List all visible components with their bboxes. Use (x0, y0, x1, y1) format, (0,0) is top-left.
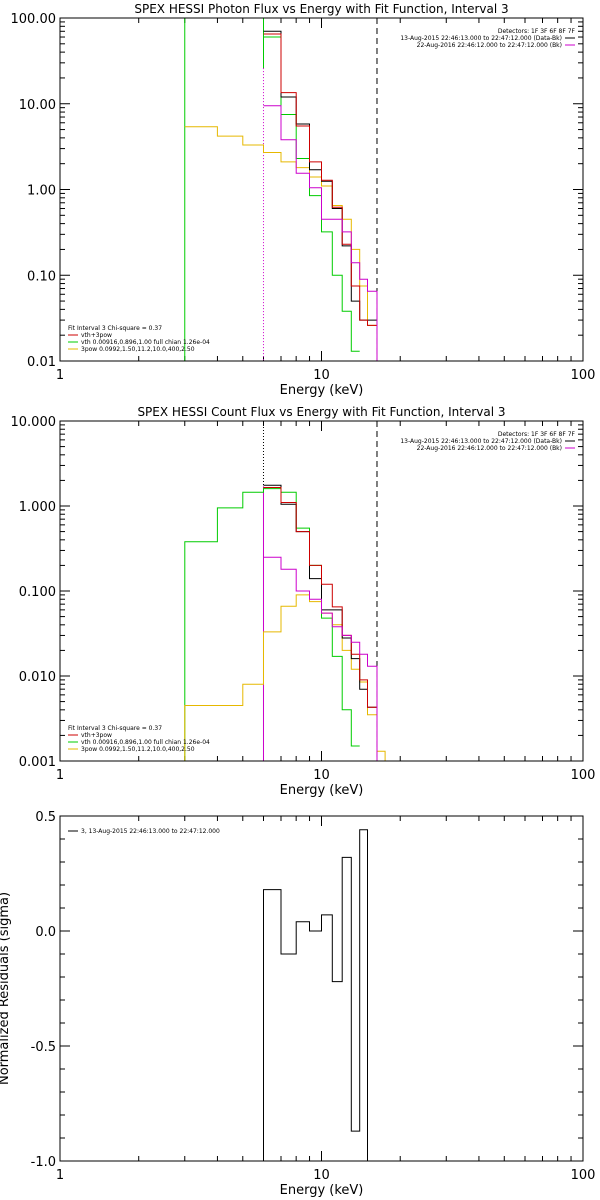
y-tick-label: 0.010 (19, 670, 56, 685)
x-tick-label: 10 (313, 1168, 330, 1183)
x-tick-label: 100 (571, 1168, 596, 1183)
y-tick-label: 0.01 (27, 355, 56, 370)
x-tick-label: 10 (313, 768, 330, 783)
legend-text: 3, 13-Aug-2015 22:46:13.000 to 22:47:12.… (81, 828, 220, 835)
plot-frame (59, 815, 584, 1162)
x-tick-label: 100 (571, 768, 596, 783)
legend-text: vth 0.00916,0.896,1.00 full chian 1.26e-… (81, 339, 210, 346)
y-tick-label: 0.001 (19, 755, 56, 770)
x-tick-label: 100 (571, 368, 596, 383)
y-tick-label: -1.0 (31, 1155, 56, 1170)
chart-title: SPEX HESSI Count Flux vs Energy with Fit… (137, 405, 505, 419)
legend-text: 22-Aug-2016 22:46:12.000 to 22:47:12.000… (417, 445, 562, 452)
x-tick-label: 1 (56, 768, 64, 783)
series-vth-3pow (263, 33, 378, 361)
legend-text: 22-Aug-2016 22:46:12.000 to 22:47:12.000… (417, 42, 562, 49)
series-bk (263, 105, 378, 361)
y-tick-label: 100.00 (11, 12, 57, 27)
series-vth (184, 17, 360, 352)
chart-panel-1: SPEX HESSI Photon Flux vs Energy with Fi… (11, 2, 596, 398)
legend-text: Fit Interval 3 Chi-square = 0.37 (68, 725, 162, 732)
x-axis-label: Energy (keV) (280, 783, 364, 798)
x-axis-label: Energy (keV) (280, 383, 364, 398)
chart-title: SPEX HESSI Photon Flux vs Energy with Fi… (134, 2, 508, 16)
legend-text: 3pow 0.0992,1.50,11.2,10.0,400,2.50 (81, 746, 195, 753)
x-tick-label: 1 (56, 1168, 64, 1183)
y-tick-label: 1.00 (27, 184, 56, 199)
y-tick-label: 0.5 (35, 810, 56, 825)
x-axis-label: Energy (keV) (280, 1183, 364, 1198)
legend-text: vth+3pow (81, 732, 112, 739)
y-tick-label: -0.5 (31, 1040, 56, 1055)
y-tick-label: 10.00 (19, 98, 56, 113)
plot-frame (59, 17, 584, 362)
y-tick-label: 10.000 (11, 415, 57, 430)
series-vth-3pow (263, 487, 378, 761)
y-axis-label: Normalized Residuals (sigma) (0, 892, 12, 1085)
series-residuals (263, 829, 377, 1162)
legend-text: Fit Interval 3 Chi-square = 0.37 (68, 325, 162, 332)
series-bk (263, 556, 378, 761)
y-tick-label: 0.10 (27, 269, 56, 284)
legend-text: vth+3pow (81, 332, 112, 339)
chart-panel-2: SPEX HESSI Count Flux vs Energy with Fit… (11, 405, 596, 798)
chart-panel-3: 1 10 100 -1.0 -0.5 0.0 0.5 Energy (keV) Normaliz… (0, 810, 595, 1198)
legend-text: 13-Aug-2015 22:46:13.000 to 22:47:12.000… (400, 35, 562, 42)
legend-text: vth 0.00916,0.896,1.00 full chian 1.26e-… (81, 739, 210, 746)
legend-text: Detectors: 1F 3F 6F 8F 7F (498, 28, 576, 35)
legend-text: 3pow 0.0992,1.50,11.2,10.0,400,2.50 (81, 346, 195, 353)
y-tick-label: 0.100 (19, 585, 56, 600)
legend-text: Detectors: 1F 3F 6F 8F 7F (498, 431, 576, 438)
plot-frame (59, 420, 584, 762)
legend-text: 13-Aug-2015 22:46:13.000 to 22:47:12.000… (400, 438, 562, 445)
x-tick-label: 10 (313, 368, 330, 383)
y-tick-label: 0.0 (35, 925, 56, 940)
y-tick-label: 1.000 (19, 500, 56, 515)
x-tick-label: 1 (56, 368, 64, 383)
series-3pow (184, 594, 386, 761)
